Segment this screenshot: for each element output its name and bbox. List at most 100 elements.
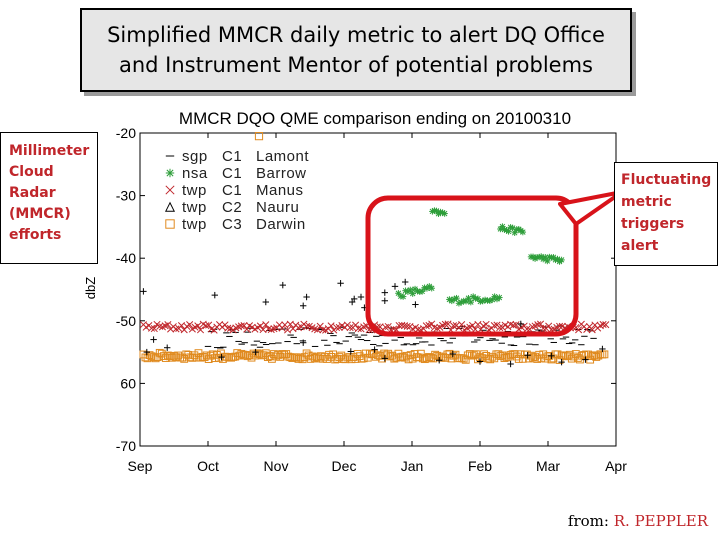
legend-text: C2 xyxy=(222,199,242,216)
data-point xyxy=(265,352,274,360)
data-point xyxy=(341,355,350,364)
data-point xyxy=(381,323,390,331)
data-point xyxy=(140,288,147,295)
data-point-stroke xyxy=(545,322,553,330)
data-point xyxy=(537,354,546,363)
data-point-stroke xyxy=(482,297,488,303)
data-point xyxy=(391,283,399,290)
series-manus xyxy=(139,320,610,334)
data-point-stroke xyxy=(384,349,393,358)
data-point xyxy=(488,352,497,361)
data-point xyxy=(292,353,301,362)
data-point xyxy=(407,286,414,294)
data-point xyxy=(147,352,156,361)
data-point xyxy=(436,357,443,364)
data-point-stroke xyxy=(278,350,287,358)
data-point-stroke xyxy=(433,208,440,214)
data-point xyxy=(428,320,436,328)
data-point-stroke xyxy=(316,352,325,361)
data-point xyxy=(590,351,599,360)
data-point-stroke xyxy=(381,323,390,331)
data-point xyxy=(259,351,268,360)
data-point xyxy=(164,344,171,351)
data-point xyxy=(409,290,416,297)
data-point-stroke xyxy=(411,323,419,332)
data-point xyxy=(416,349,425,358)
data-point xyxy=(559,351,568,360)
series-darwin xyxy=(139,348,609,364)
data-point xyxy=(218,353,225,361)
data-point xyxy=(444,320,452,328)
data-point xyxy=(506,351,515,359)
data-point-stroke xyxy=(262,321,270,329)
data-layer xyxy=(139,132,610,368)
data-point-stroke xyxy=(292,353,301,362)
data-point xyxy=(355,352,364,361)
data-point-stroke xyxy=(141,353,150,362)
data-point xyxy=(582,356,589,363)
data-point xyxy=(507,360,514,368)
data-point xyxy=(262,298,269,306)
data-point xyxy=(509,321,517,329)
data-point-stroke xyxy=(274,351,282,359)
data-point xyxy=(453,294,460,302)
data-point-stroke xyxy=(237,322,245,330)
legend-text: Darwin xyxy=(256,216,306,233)
data-point-stroke xyxy=(303,322,311,330)
data-point xyxy=(243,352,252,361)
legend-background xyxy=(155,149,323,237)
data-point-stroke xyxy=(390,354,399,363)
data-point xyxy=(476,358,484,365)
data-point xyxy=(313,326,322,334)
data-point xyxy=(268,354,276,363)
legend-marker-stroke xyxy=(166,169,174,177)
data-point xyxy=(474,355,482,364)
data-point xyxy=(278,350,287,358)
data-point-stroke xyxy=(599,320,607,328)
data-point xyxy=(327,352,335,361)
data-point xyxy=(486,355,495,364)
data-point xyxy=(149,353,158,362)
data-point xyxy=(398,352,407,361)
note-line: Fluctuating xyxy=(621,172,712,188)
data-point xyxy=(498,351,507,360)
data-point-stroke xyxy=(421,355,429,364)
data-point-stroke xyxy=(514,355,523,363)
data-point-stroke xyxy=(419,288,425,295)
data-point-stroke xyxy=(441,320,449,328)
data-point-stroke xyxy=(323,355,331,363)
data-point xyxy=(427,353,435,362)
data-point xyxy=(188,353,197,362)
data-point-stroke xyxy=(528,323,536,331)
data-point-stroke xyxy=(237,349,246,358)
data-point-stroke xyxy=(157,349,166,358)
data-point-stroke xyxy=(422,322,430,330)
data-point-stroke xyxy=(482,320,490,328)
data-point xyxy=(316,352,325,361)
data-point xyxy=(399,293,407,300)
note-line: Millimeter xyxy=(9,143,90,159)
data-point xyxy=(392,353,401,362)
data-point xyxy=(323,355,331,363)
data-point-stroke xyxy=(507,320,515,328)
data-point-stroke xyxy=(248,323,256,331)
data-point xyxy=(545,322,553,330)
data-point-stroke xyxy=(506,351,515,359)
data-point-stroke xyxy=(501,321,509,329)
y-tick-label: -30 xyxy=(116,188,136,204)
data-point xyxy=(206,351,215,360)
data-point xyxy=(303,293,310,301)
data-point-stroke xyxy=(206,351,215,360)
data-point-stroke xyxy=(496,352,505,360)
data-point xyxy=(345,353,354,361)
data-point-stroke xyxy=(449,322,458,330)
data-point-stroke xyxy=(372,352,380,361)
data-point xyxy=(212,351,221,359)
data-point-stroke xyxy=(284,326,292,334)
data-point-stroke xyxy=(571,350,580,358)
data-point-stroke xyxy=(347,355,356,364)
data-point-stroke xyxy=(319,326,327,334)
data-point xyxy=(381,355,388,362)
data-point xyxy=(600,350,609,359)
data-point-stroke xyxy=(166,352,174,361)
